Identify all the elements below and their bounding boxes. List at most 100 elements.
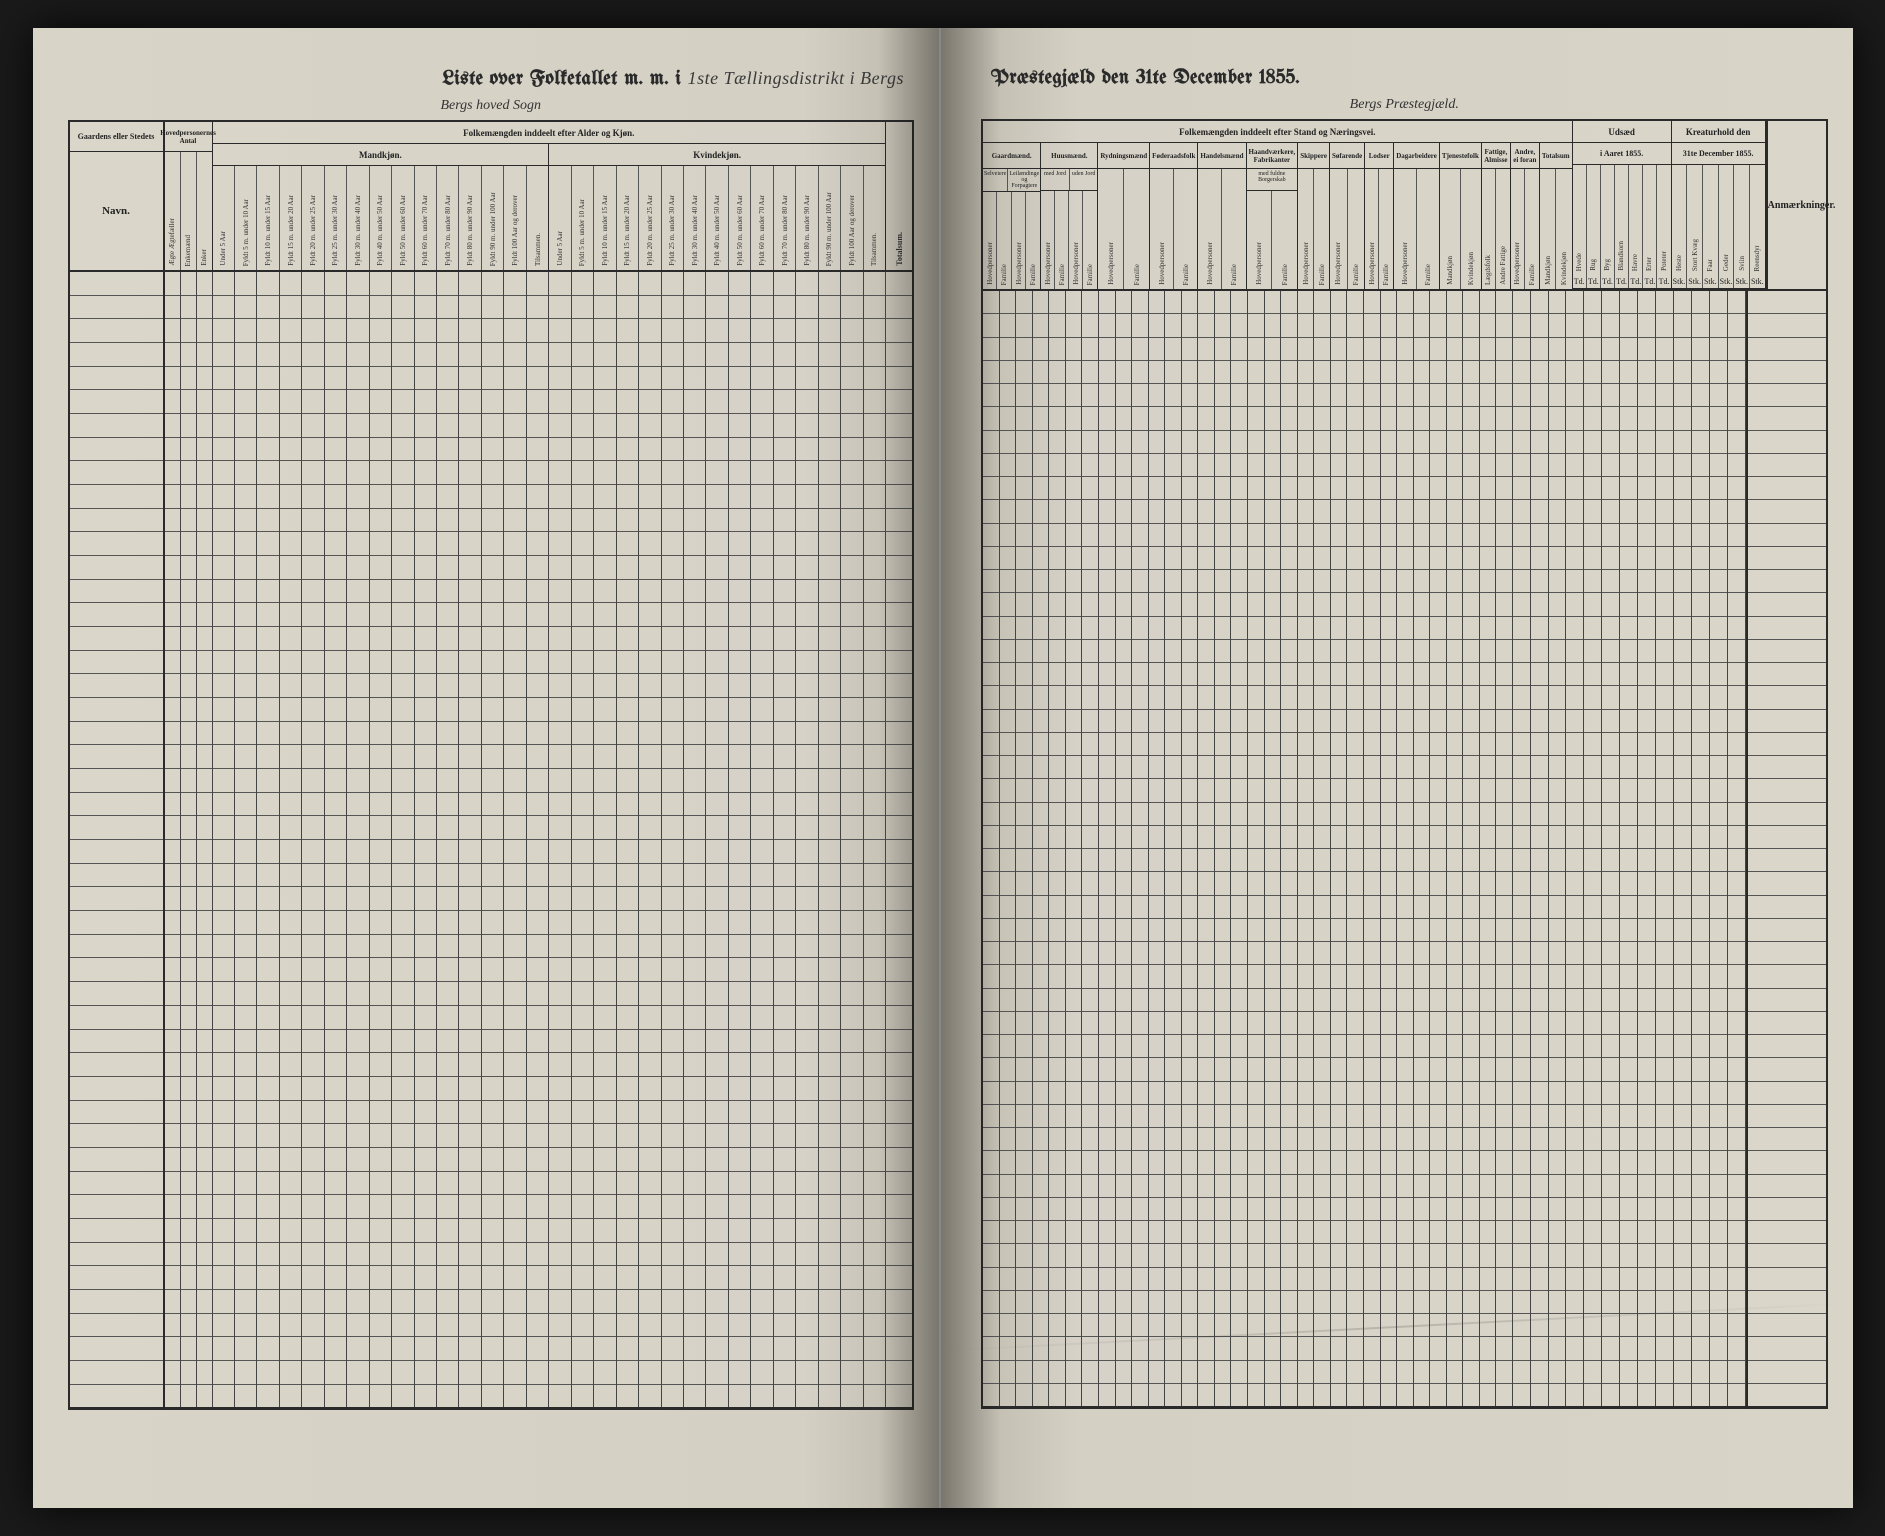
kreatur-col: Geder bbox=[1719, 165, 1735, 275]
grid-column bbox=[617, 272, 639, 1407]
mandkjon-col: Fyldt 15 m. under 20 Aar bbox=[280, 166, 302, 270]
kvindekjon-col: Fyldt 10 m. under 15 Aar bbox=[594, 166, 616, 270]
stand-group: Fattige, AlmisseLægdsfolkAndre Fattige bbox=[1482, 143, 1511, 289]
mandkjon-col: Tilsammen. bbox=[527, 166, 548, 270]
grid-column bbox=[325, 272, 347, 1407]
grid-column bbox=[347, 272, 369, 1407]
kvindekjon-col: Fyldt 20 m. under 25 Aar bbox=[639, 166, 661, 270]
grid-column bbox=[886, 272, 912, 1407]
grid-column bbox=[392, 272, 414, 1407]
mandkjon-col: Fyldt 70 m. under 80 Aar bbox=[437, 166, 459, 270]
grid-column bbox=[415, 272, 437, 1407]
mandkjon-col: Fyldt 90 m. under 100 Aar bbox=[482, 166, 504, 270]
grid-column bbox=[594, 272, 616, 1407]
right-ledger: Folkemængden inddeelt efter Stand og Nær… bbox=[981, 119, 1828, 1409]
grid-column bbox=[70, 272, 165, 1407]
grid-column bbox=[437, 272, 459, 1407]
kvindekjon-col: Fyldt 100 Aar og derover bbox=[841, 166, 863, 270]
mandkjon-col: Under 5 Aar bbox=[213, 166, 235, 270]
right-grid bbox=[983, 291, 1826, 1406]
left-page: Liste over Folketallet m. m. i 1ste Tæll… bbox=[33, 28, 942, 1508]
kvindekjon-col: Fyldt 15 m. under 20 Aar bbox=[617, 166, 639, 270]
grid-column bbox=[819, 272, 841, 1407]
kreatur-col: Stort Kvæg bbox=[1687, 165, 1703, 275]
group-totalsum-left: Totalsum. bbox=[886, 122, 912, 270]
udsaed-col: Byg bbox=[1601, 165, 1615, 275]
praestegjeld-label: Bergs Præstegjæld. bbox=[981, 97, 1828, 113]
ledger-book: Liste over Folketallet m. m. i 1ste Tæll… bbox=[33, 28, 1853, 1508]
kreatur-col: Heste bbox=[1672, 165, 1688, 275]
mandkjon-col: Fyldt 60 m. under 70 Aar bbox=[415, 166, 437, 270]
title-left: Liste over Folketallet m. m. i 1ste Tæll… bbox=[68, 68, 915, 90]
grid-column bbox=[549, 272, 571, 1407]
grid-column bbox=[197, 272, 213, 1407]
kreatur-col: Reensdyr bbox=[1750, 165, 1765, 275]
grid-column bbox=[864, 272, 886, 1407]
kvindekjon-col: Fyldt 90 m. under 100 Aar bbox=[819, 166, 841, 270]
grid-column bbox=[751, 272, 773, 1407]
mandkjon-col: Fyldt 30 m. under 40 Aar bbox=[347, 166, 369, 270]
kreatur-col: Faar bbox=[1703, 165, 1719, 275]
udsaed-col: Erter bbox=[1643, 165, 1657, 275]
kvindekjon-col: Fyldt 40 m. under 50 Aar bbox=[706, 166, 728, 270]
group-hovedpersoner: Hovedpersonernes Antal Ægte ÆgtefællerEn… bbox=[165, 122, 213, 270]
group-kvindekjon: Kvindekjøn. Under 5 AarFyldt 5 m. under … bbox=[549, 144, 885, 270]
grid-column bbox=[459, 272, 481, 1407]
group-anmaerkninger: Anmærkninger. bbox=[1766, 121, 1836, 289]
kvindekjon-col: Fyldt 25 m. under 30 Aar bbox=[662, 166, 684, 270]
udsaed-col: Havre bbox=[1629, 165, 1643, 275]
kvindekjon-col: Under 5 Aar bbox=[549, 166, 571, 270]
grid-column bbox=[482, 272, 504, 1407]
kreatur-col: Sviin bbox=[1734, 165, 1750, 275]
stand-group: LodserHovedpersonerFamilie bbox=[1365, 143, 1394, 289]
grid-column bbox=[796, 272, 818, 1407]
grid-column bbox=[370, 272, 392, 1407]
stand-group: TjenestefolkMandkjønKvindekjøn bbox=[1440, 143, 1482, 289]
title-text-left: Liste over Folketallet m. m. i bbox=[442, 69, 681, 90]
left-header: Gaardens eller Stedets Navn. Hovedperson… bbox=[70, 122, 913, 272]
mandkjon-col: Fyldt 50 m. under 60 Aar bbox=[392, 166, 414, 270]
sogn-label: Bergs hoved Sogn bbox=[68, 98, 915, 114]
grid-column bbox=[213, 272, 235, 1407]
group-kreatur: Kreaturhold den 31te December 1855. Hest… bbox=[1672, 121, 1766, 289]
stand-group: Gaardmænd.SelveiereLeilændinge og Forpag… bbox=[983, 143, 1041, 289]
mandkjon-col: Fyldt 5 m. under 10 Aar bbox=[235, 166, 257, 270]
grid-column bbox=[774, 272, 796, 1407]
section-title-right: Folkemængden inddeelt efter Stand og Nær… bbox=[983, 121, 1572, 143]
title-handwritten: 1ste Tællingsdistrikt i Bergs bbox=[688, 68, 904, 88]
mandkjon-col: Fyldt 100 Aar og derover bbox=[504, 166, 526, 270]
udsaed-col: Hvede bbox=[1573, 165, 1587, 275]
grid-column bbox=[572, 272, 594, 1407]
kvindekjon-col: Fyldt 60 m. under 70 Aar bbox=[751, 166, 773, 270]
hovedpersoner-col: Ægte Ægtefæller bbox=[165, 152, 181, 270]
left-ledger: Gaardens eller Stedets Navn. Hovedperson… bbox=[68, 120, 915, 1410]
left-grid bbox=[70, 272, 913, 1407]
stand-group: Haandværkere, Fabrikantermed fuldne Borg… bbox=[1247, 143, 1299, 289]
hovedpersoner-col: Enkemænd bbox=[181, 152, 197, 270]
grid-column bbox=[706, 272, 728, 1407]
grid-column bbox=[729, 272, 751, 1407]
stand-group: RydningsmændHovedpersonerFamilie bbox=[1098, 143, 1150, 289]
grid-column bbox=[504, 272, 526, 1407]
stand-group: DagarbeidereHovedpersonerFamilie bbox=[1394, 143, 1440, 289]
group-folkemaengde: Folkemængden inddeelt efter Alder og Kjø… bbox=[213, 122, 887, 270]
right-header: Folkemængden inddeelt efter Stand og Nær… bbox=[983, 121, 1826, 291]
stand-group: Andre, ei foranHovedpersonerFamilie bbox=[1511, 143, 1540, 289]
grid-column bbox=[165, 272, 181, 1407]
group-udsaed: Udsæd i Aaret 1855. HvedeRugBygBlandkorn… bbox=[1573, 121, 1672, 289]
grid-column bbox=[181, 272, 197, 1407]
grid-column bbox=[841, 272, 863, 1407]
kvindekjon-col: Tilsammen. bbox=[864, 166, 885, 270]
grid-column bbox=[662, 272, 684, 1407]
mandkjon-col: Fyldt 25 m. under 30 Aar bbox=[325, 166, 347, 270]
navn-header: Navn. bbox=[70, 152, 163, 270]
kvindekjon-col: Fyldt 80 m. under 90 Aar bbox=[796, 166, 818, 270]
grid-column bbox=[302, 272, 324, 1407]
grid-column bbox=[639, 272, 661, 1407]
mandkjon-col: Fyldt 80 m. under 90 Aar bbox=[459, 166, 481, 270]
stand-group: TotalsumMandkjønKvindekjøn bbox=[1540, 143, 1572, 289]
udsaed-col: Poteter bbox=[1657, 165, 1671, 275]
stand-group: FøderaadsfolkHovedpersonerFamilie bbox=[1150, 143, 1198, 289]
group-mandkjon: Mandkjøn. Under 5 AarFyldt 5 m. under 10… bbox=[213, 144, 550, 270]
stand-group: SøfarendeHovedpersonerFamilie bbox=[1330, 143, 1365, 289]
